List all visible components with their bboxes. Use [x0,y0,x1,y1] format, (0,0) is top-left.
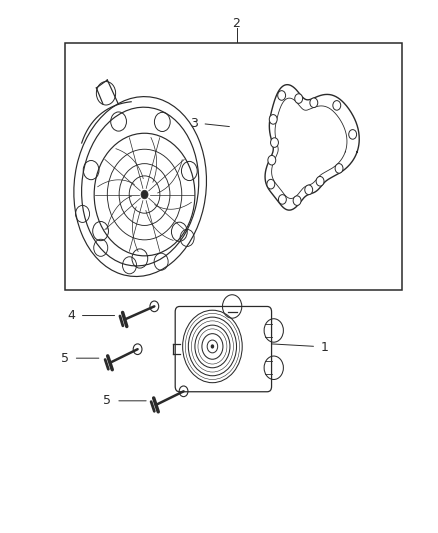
Circle shape [211,344,214,349]
Text: 5: 5 [61,352,69,365]
Text: 2: 2 [233,17,240,30]
Text: 1: 1 [321,341,329,354]
Circle shape [333,101,341,110]
Circle shape [267,179,275,189]
Circle shape [278,91,286,100]
Circle shape [207,340,218,353]
Circle shape [279,195,286,204]
Circle shape [271,138,279,147]
Circle shape [316,176,324,186]
Circle shape [335,164,343,173]
Circle shape [295,94,303,103]
Circle shape [293,196,301,205]
Text: 5: 5 [103,394,111,407]
Bar [65,43,402,290]
Circle shape [269,115,277,124]
Text: 3: 3 [190,117,198,130]
Circle shape [310,98,318,108]
Text: 4: 4 [67,309,75,322]
Circle shape [305,185,313,195]
Circle shape [349,130,357,139]
Circle shape [268,156,276,165]
Circle shape [141,190,148,199]
